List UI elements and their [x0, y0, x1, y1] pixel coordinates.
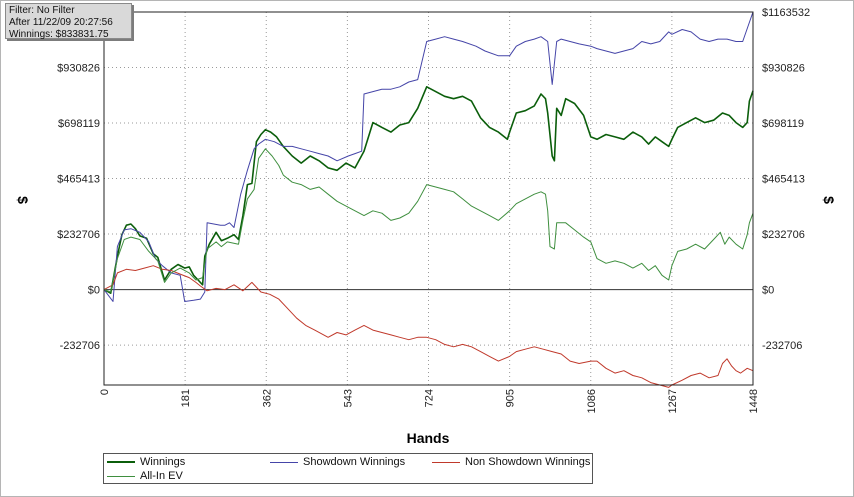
y-tick-label-left: $232706 [57, 229, 100, 241]
x-tick-label: 1086 [586, 389, 598, 413]
y-tick-labels-left: -232706$0$232706$465413$698119$930826$11… [52, 7, 100, 352]
legend-item-winnings[interactable]: Winnings [107, 455, 185, 469]
x-tick-label: 724 [424, 389, 436, 407]
y-tick-label-right: -232706 [762, 340, 802, 352]
y-tick-label-left: $0 [88, 285, 100, 297]
legend-label-winnings: Winnings [140, 456, 186, 468]
legend-label-all-in-ev: All-In EV [140, 470, 183, 482]
y-tick-label-right: $1163532 [762, 7, 810, 19]
y-axis-title-right: $ [821, 196, 837, 204]
x-tick-label: 905 [505, 389, 517, 407]
legend-swatch-non-showdown-winnings [432, 461, 460, 463]
grid [104, 11, 753, 385]
plot-area-border [103, 11, 754, 386]
x-tick-label: 1448 [748, 389, 760, 413]
x-tick-label: 1267 [667, 389, 679, 413]
legend-swatch-showdown-winnings [270, 461, 298, 463]
y-tick-label-right: $465413 [762, 174, 805, 186]
chart-legend: Winnings Showdown Winnings Non Showdown … [103, 453, 593, 484]
filter-info-box: Filter: No Filter After 11/22/09 20:27:5… [5, 3, 132, 40]
legend-label-showdown-winnings: Showdown Winnings [303, 456, 406, 468]
y-axis-title-left: $ [15, 196, 31, 204]
series-layer [103, 11, 754, 388]
legend-item-non-showdown-winnings[interactable]: Non Showdown Winnings [432, 455, 590, 469]
series-showdown [103, 11, 754, 302]
series-winnings [103, 86, 754, 294]
filter-text: Filter: No Filter [9, 5, 75, 16]
x-tick-labels: 0 181 362 543 724 905 1086 1267 1448 [99, 389, 760, 413]
series-non-showdown [103, 265, 754, 388]
y-tick-label-right: $698119 [762, 118, 804, 130]
legend-swatch-all-in-ev [107, 475, 135, 477]
x-tick-label: 0 [99, 389, 111, 395]
series-all-in-ev [103, 148, 754, 293]
x-axis-title: Hands [407, 430, 450, 446]
x-tick-label: 543 [342, 389, 354, 407]
y-tick-label-right: $0 [762, 285, 774, 297]
y-tick-label-left: $930826 [57, 63, 100, 75]
y-tick-label-left: $698119 [58, 118, 100, 130]
y-tick-label-right: $930826 [762, 63, 805, 75]
legend-item-all-in-ev[interactable]: All-In EV [107, 469, 183, 483]
y-tick-labels-right: -232706 $0 $232706 $465413 $698119 $930826 $11… [762, 7, 810, 352]
legend-label-non-showdown-winnings: Non Showdown Winnings [465, 456, 591, 468]
y-tick-label-right: $232706 [762, 229, 805, 241]
winnings-text: Winnings: $833831.75 [9, 29, 109, 40]
x-tick-label: 362 [261, 389, 273, 407]
legend-swatch-winnings [107, 461, 135, 463]
y-tick-label-left: $465413 [57, 174, 100, 186]
y-tick-label-left: -232706 [60, 340, 100, 352]
x-tick-label: 181 [180, 389, 192, 407]
after-date-text: After 11/22/09 20:27:56 [9, 17, 113, 28]
legend-item-showdown-winnings[interactable]: Showdown Winnings [270, 455, 405, 469]
